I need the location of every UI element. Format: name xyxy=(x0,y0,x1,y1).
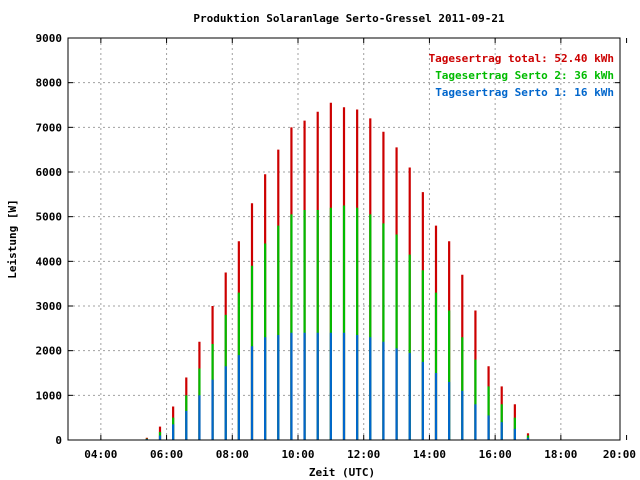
y-tick-label: 9000 xyxy=(36,32,63,45)
y-tick-label: 4000 xyxy=(36,255,63,268)
x-tick-label: 14:00 xyxy=(413,448,446,461)
x-tick-label: 06:00 xyxy=(150,448,183,461)
x-tick-label: 10:00 xyxy=(281,448,314,461)
legend-entry-3: Tagesertrag Serto 1: 16 kWh xyxy=(435,86,614,99)
bars xyxy=(145,102,530,440)
ticks: 0 1000 2000 3000 4000 5000 6000 7000 8000 9000 04:… xyxy=(36,32,637,461)
x-tick-label: 16:00 xyxy=(479,448,512,461)
x-tick-label: 12:00 xyxy=(347,448,380,461)
x-tick-label: 18:00 xyxy=(544,448,577,461)
x-tick-label: 04:00 xyxy=(84,448,117,461)
legend-entry-2: Tagesertrag Serto 2: 36 kWh xyxy=(435,69,614,82)
y-tick-label: 7000 xyxy=(36,121,63,134)
legend-entry-1: Tagesertrag total: 52.40 kWh xyxy=(429,52,614,65)
x-tick-label: 08:00 xyxy=(216,448,249,461)
y-tick-label: 1000 xyxy=(36,389,63,402)
y-tick-label: 0 xyxy=(55,434,62,447)
y-axis-label: Leistung [W] xyxy=(6,199,19,278)
y-tick-label: 2000 xyxy=(36,345,63,358)
legend: Tagesertrag total: 52.40 kWh Tagesertrag … xyxy=(429,52,614,99)
chart-title: Produktion Solaranlage Serto-Gressel 201… xyxy=(193,12,505,25)
y-tick-label: 8000 xyxy=(36,77,63,90)
y-tick-label: 3000 xyxy=(36,300,63,313)
plot-frame xyxy=(67,37,621,441)
x-tick-label: 20:00 xyxy=(603,448,636,461)
x-axis-label: Zeit (UTC) xyxy=(309,466,375,479)
y-tick-label: 6000 xyxy=(36,166,63,179)
y-tick-label: 5000 xyxy=(36,211,63,224)
